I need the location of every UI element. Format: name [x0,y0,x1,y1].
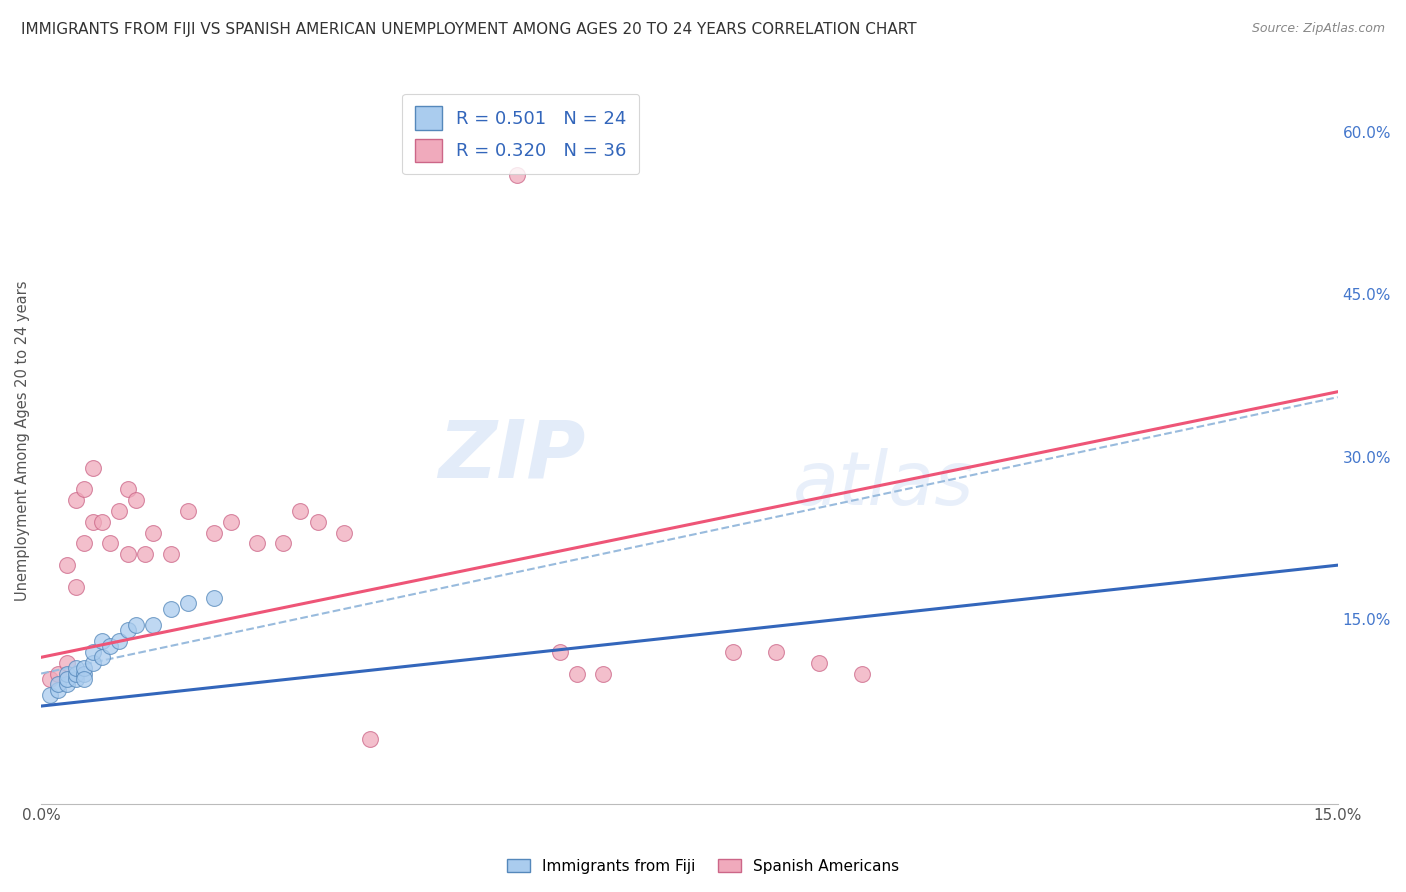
Point [56,677,79,691]
Point [82,645,104,659]
Point [65,493,87,508]
Point [73,661,96,675]
Point [290,504,312,518]
Point [48,682,70,697]
Point [548,645,571,659]
Point [246,536,269,550]
Point [82,515,104,529]
Point [82,656,104,670]
Point [592,666,614,681]
Point [851,666,873,681]
Point [98,536,121,550]
Point [82,460,104,475]
Point [765,645,787,659]
Point [117,483,139,497]
Text: atlas: atlas [793,448,974,520]
Point [38,688,60,702]
Point [177,596,200,610]
Point [56,666,79,681]
Point [90,515,112,529]
Point [142,617,165,632]
Point [271,536,294,550]
Point [219,515,242,529]
Point [38,672,60,686]
Point [56,656,79,670]
Point [125,493,148,508]
Point [65,580,87,594]
Text: ZIP: ZIP [439,416,586,494]
Point [73,536,96,550]
Point [48,677,70,691]
Point [159,547,181,561]
Point [177,504,200,518]
Text: IMMIGRANTS FROM FIJI VS SPANISH AMERICAN UNEMPLOYMENT AMONG AGES 20 TO 24 YEARS : IMMIGRANTS FROM FIJI VS SPANISH AMERICAN… [21,22,917,37]
Point [98,640,121,654]
Point [90,650,112,665]
Point [73,666,96,681]
Point [359,731,381,746]
Point [73,483,96,497]
Point [90,634,112,648]
Point [117,547,139,561]
Point [142,525,165,540]
Y-axis label: Unemployment Among Ages 20 to 24 years: Unemployment Among Ages 20 to 24 years [15,280,30,601]
Point [56,558,79,573]
Point [808,656,831,670]
Point [565,666,588,681]
Point [65,661,87,675]
Text: Source: ZipAtlas.com: Source: ZipAtlas.com [1251,22,1385,36]
Point [134,547,156,561]
Point [108,504,131,518]
Point [159,601,181,615]
Point [73,672,96,686]
Point [56,672,79,686]
Point [202,525,225,540]
Point [48,666,70,681]
Point [125,617,148,632]
Legend: R = 0.501   N = 24, R = 0.320   N = 36: R = 0.501 N = 24, R = 0.320 N = 36 [402,94,640,175]
Point [307,515,329,529]
Point [65,672,87,686]
Point [721,645,744,659]
Point [65,666,87,681]
Point [332,525,354,540]
Point [108,634,131,648]
Point [202,591,225,605]
Point [117,624,139,638]
Point [505,168,527,182]
Legend: Immigrants from Fiji, Spanish Americans: Immigrants from Fiji, Spanish Americans [501,853,905,880]
